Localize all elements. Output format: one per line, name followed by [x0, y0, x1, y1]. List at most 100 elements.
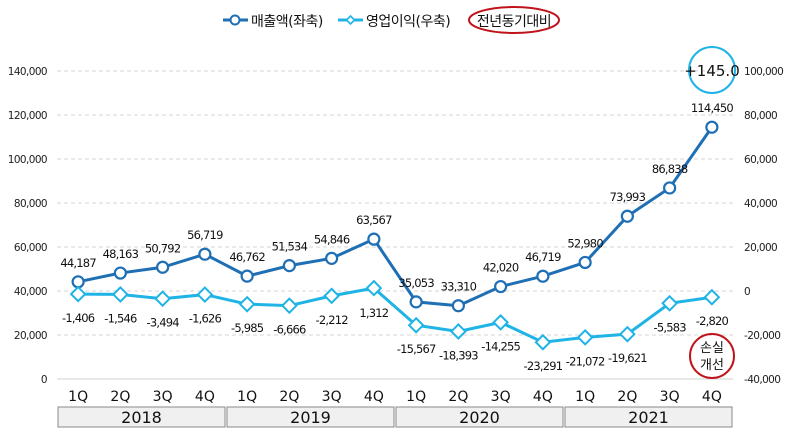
- left-axis-tick-label: 140,000: [8, 66, 47, 78]
- data-label: 35,053: [398, 276, 434, 290]
- data-point: [280, 297, 298, 315]
- series-lines: 44,187 48,163 50,792 56,719 46,762 51,534 54,8…: [60, 101, 734, 373]
- year-group-box: [395, 406, 564, 428]
- left-axis-tick-label: 20,000: [14, 330, 47, 342]
- category-label: 2Q: [617, 389, 637, 405]
- category-label: 4Q: [533, 389, 553, 405]
- data-point: [154, 290, 172, 308]
- data-point: [663, 181, 677, 195]
- data-point: [156, 260, 170, 274]
- loss-improved-line2: 개선: [700, 358, 724, 373]
- legend-profit-label: 영업이익(우축): [366, 14, 450, 30]
- data-label: 48,163: [103, 247, 139, 261]
- data-label: 51,534: [272, 240, 308, 254]
- legend-profit-marker-icon: [345, 14, 356, 26]
- data-label: -5,985: [231, 321, 264, 335]
- data-label: -2,212: [315, 313, 348, 327]
- data-point: [198, 247, 212, 261]
- data-label: 42,020: [483, 261, 519, 275]
- legend: 매출액(좌축) 영업이익(우축) 전년동기대비: [223, 6, 560, 34]
- data-label: 52,980: [567, 236, 603, 250]
- data-label: -3,494: [146, 316, 179, 330]
- year-group-box: [564, 406, 733, 428]
- loss-improved-line1: 손실: [700, 341, 724, 356]
- series-line: [77, 126, 714, 308]
- category-label: 3Q: [491, 389, 511, 405]
- right-axis-tick-label: -20,000: [744, 330, 780, 342]
- category-label: 4Q: [364, 389, 384, 405]
- series-operating-profit: -1,406 -1,546 -3,494 -1,626 -5,985 -6,666 -2,2…: [62, 279, 729, 373]
- data-label: -1,406: [62, 311, 95, 325]
- data-label: 1,312: [359, 306, 388, 320]
- x-axis-categories: 1Q 2Q 3Q 4Q 1Q 2Q 3Q 4Q 1Q 2Q 3Q 4Q 1Q 2Q 3Q 4Q: [68, 389, 722, 405]
- data-label: 46,762: [229, 250, 265, 264]
- data-point: [323, 287, 341, 305]
- right-axis-tick-label: 100,000: [744, 66, 783, 78]
- data-label: -6,666: [273, 323, 306, 337]
- data-point: [409, 295, 423, 309]
- data-point: [71, 275, 85, 289]
- data-point: [113, 266, 127, 280]
- category-label: 2Q: [448, 389, 468, 405]
- data-point: [578, 255, 592, 270]
- data-point: [494, 279, 508, 294]
- category-label: 3Q: [660, 389, 680, 405]
- x-axis-years: 2018 2019 2020 2021: [57, 406, 733, 428]
- yoy-change-value: +145.0: [684, 62, 740, 80]
- left-axis-tick-label: 40,000: [14, 286, 47, 298]
- loss-improved-circle: [689, 333, 735, 379]
- left-axis-tick-label: 60,000: [14, 242, 47, 254]
- category-label: 2Q: [279, 389, 299, 405]
- data-point: [365, 279, 383, 297]
- data-point: [449, 323, 467, 340]
- legend-sales-label: 매출액(좌축): [251, 14, 323, 30]
- data-label: 54,846: [314, 232, 350, 246]
- data-label: 56,719: [187, 228, 223, 242]
- data-label: -15,567: [397, 342, 436, 356]
- data-label: 50,792: [145, 241, 181, 255]
- data-point: [238, 295, 256, 313]
- right-axis-tick-label: 40,000: [744, 198, 777, 210]
- data-point: [282, 259, 296, 273]
- category-label: 1Q: [406, 389, 426, 405]
- data-label: -2,820: [696, 314, 729, 328]
- data-label: -14,255: [481, 339, 520, 353]
- data-point: [534, 333, 552, 351]
- data-label: 73,993: [610, 190, 646, 204]
- year-group-box: [57, 406, 226, 428]
- right-axis-tick-label: 60,000: [744, 154, 777, 166]
- data-point: [576, 328, 594, 346]
- data-point: [618, 325, 636, 343]
- right-axis: -40,000 -20,000 0 20,000 40,000 60,000 80,000 1…: [744, 66, 784, 386]
- category-label: 3Q: [153, 389, 173, 405]
- left-axis-tick-label: 0: [41, 374, 47, 386]
- category-label: 4Q: [702, 389, 722, 405]
- data-label: -1,626: [189, 312, 222, 326]
- data-point: [69, 285, 87, 303]
- data-label: 33,310: [441, 280, 477, 294]
- right-axis-tick-label: 0: [744, 286, 750, 298]
- data-label: 44,187: [60, 256, 96, 270]
- data-point: [620, 209, 634, 223]
- data-point: [407, 316, 425, 334]
- category-label: 3Q: [322, 389, 342, 405]
- data-point: [111, 285, 129, 303]
- category-label: 4Q: [195, 389, 215, 405]
- yoy-change-circle: [688, 46, 736, 94]
- data-label: -21,072: [566, 354, 605, 368]
- data-label: 86,838: [652, 162, 688, 176]
- data-point: [703, 288, 721, 306]
- data-point: [367, 232, 381, 246]
- gridlines: [57, 70, 733, 380]
- data-label: -19,621: [608, 351, 647, 365]
- yoy-note-ellipse: [468, 6, 560, 34]
- annotations: +145.0 손실 개선: [684, 46, 740, 379]
- yoy-note-label: 전년동기대비: [477, 14, 551, 30]
- data-label: -5,583: [653, 320, 686, 334]
- year-label: 2018: [121, 408, 162, 427]
- year-label: 2021: [628, 408, 669, 427]
- data-label: -1,546: [104, 311, 137, 325]
- legend-sales-marker-icon: [229, 14, 241, 26]
- category-label: 2Q: [110, 389, 130, 405]
